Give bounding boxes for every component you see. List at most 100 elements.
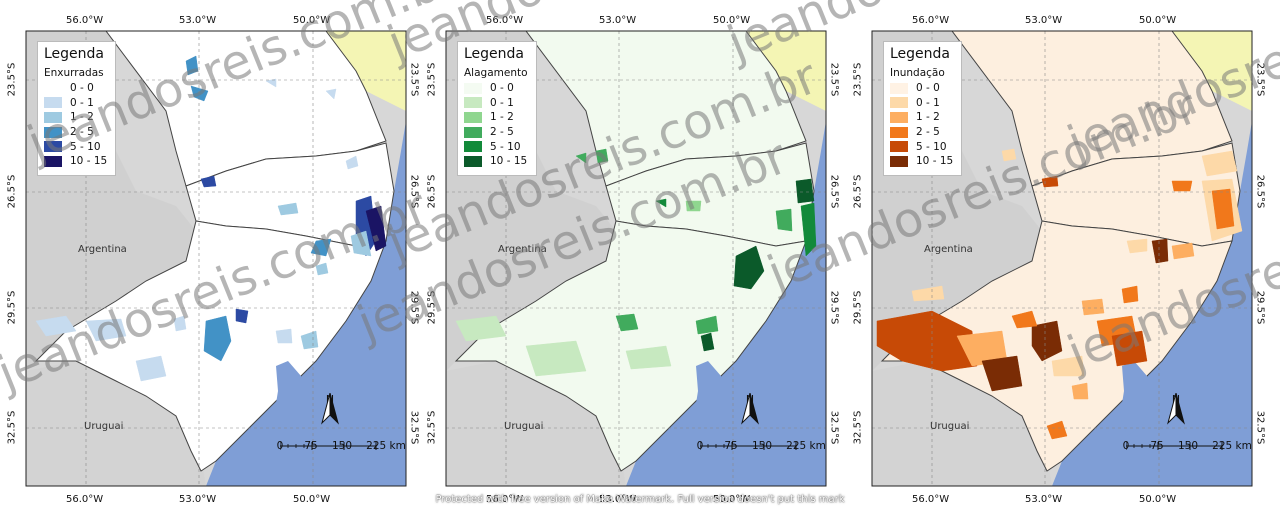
municipality [700, 332, 715, 352]
latitude-label: 23.5°S [408, 62, 420, 97]
legend-label: 2 - 5 [70, 126, 94, 139]
legend-swatch [44, 82, 62, 94]
municipality [235, 308, 249, 324]
lagoon [694, 361, 726, 436]
municipality [135, 355, 167, 382]
legend-swatch [44, 141, 62, 153]
latitude-label: 32.5°S [426, 410, 438, 445]
legend-entry: 2 - 5 [464, 125, 528, 140]
municipality [685, 200, 702, 212]
uruguay-land [446, 361, 626, 486]
longitude-label: 50.0°W [1139, 15, 1177, 26]
legend-label: 0 - 1 [916, 96, 940, 109]
legend-swatch [44, 126, 62, 138]
municipality [203, 315, 232, 362]
latitude-label: 29.5°S [852, 290, 864, 325]
legend-label: 5 - 10 [70, 140, 101, 153]
watermark-notice: Protected with free version of Make Wate… [435, 494, 845, 505]
municipality [85, 318, 127, 342]
longitude-label: 53.0°W [179, 15, 217, 26]
legend-entry: 0 - 1 [44, 96, 107, 111]
scale-bar: 075150225 km [697, 440, 826, 454]
legend-subtitle: Enxurradas [44, 67, 104, 79]
latitude-label: 26.5°S [852, 174, 864, 209]
legend-label: 1 - 2 [916, 111, 940, 124]
legend-label: 2 - 5 [490, 126, 514, 139]
country-label: Uruguai [84, 421, 124, 432]
latitude-label: 29.5°S [1254, 290, 1266, 325]
scale-bar: 075150225 km [277, 440, 406, 454]
municipality [325, 88, 337, 100]
latitude-label: 32.5°S [828, 410, 840, 445]
north-arrow-icon: N [1164, 393, 1188, 425]
legend-swatch [464, 155, 482, 167]
municipality [575, 152, 587, 164]
legend-swatch [464, 97, 482, 109]
legend-entry: 5 - 10 [890, 139, 953, 154]
country-label: Argentina [498, 244, 547, 255]
latitude-label: 32.5°S [852, 410, 864, 445]
latitude-label: 29.5°S [6, 290, 18, 325]
latitude-label: 29.5°S [426, 290, 438, 325]
municipality [275, 328, 293, 344]
legend-swatch [44, 111, 62, 123]
country-label: Uruguai [504, 421, 544, 432]
municipality [315, 262, 329, 276]
longitude-label: 56.0°W [486, 494, 524, 505]
lagoon [274, 361, 306, 436]
municipality [1211, 188, 1235, 230]
legend-title: Legenda [890, 46, 951, 62]
ocean [206, 121, 406, 486]
country-label: Argentina [78, 244, 127, 255]
municipality [525, 340, 587, 377]
north-state [952, 31, 1252, 111]
legend-label: 0 - 1 [70, 96, 94, 109]
longitude-label: 53.0°W [599, 15, 637, 26]
latitude-label: 23.5°S [6, 62, 18, 97]
municipality [981, 355, 1023, 392]
municipality [655, 198, 667, 208]
legend-label: 2 - 5 [916, 126, 940, 139]
latitude-label: 26.5°S [426, 174, 438, 209]
latitude-label: 26.5°S [1254, 174, 1266, 209]
municipality [185, 55, 199, 76]
latitude-label: 23.5°S [1254, 62, 1266, 97]
latitude-label: 32.5°S [1254, 410, 1266, 445]
map-frame [871, 30, 1253, 487]
legend-label: 1 - 2 [70, 111, 94, 124]
legend-label: 5 - 10 [916, 140, 947, 153]
longitude-label: 53.0°W [179, 494, 217, 505]
legend-entry: 2 - 5 [890, 125, 953, 140]
municipality [1201, 150, 1238, 177]
latitude-label: 26.5°S [828, 174, 840, 209]
legend-swatch [464, 82, 482, 94]
uruguay-land [872, 361, 1052, 486]
municipality [1081, 298, 1105, 316]
map-panel-alagamento: 56.0°W 56.0°W 53.0°W 53.0°W 50.0°W 50.0°W 23.5… [420, 0, 840, 518]
municipality [1046, 420, 1068, 440]
legend-entry: 10 - 15 [464, 154, 528, 169]
uruguay-land [26, 361, 206, 486]
latitude-label: 26.5°S [6, 174, 18, 209]
municipality [1071, 382, 1089, 400]
legend-entry: 10 - 15 [44, 154, 107, 169]
legend-entry: 1 - 2 [464, 110, 528, 125]
longitude-label: 50.0°W [1139, 494, 1177, 505]
legend-entry: 1 - 2 [44, 110, 107, 125]
municipality [1041, 175, 1059, 188]
municipality [200, 175, 217, 188]
municipality [1121, 285, 1139, 304]
north-state [106, 31, 406, 111]
legend-swatch [44, 97, 62, 109]
legend-entry: 0 - 1 [890, 96, 953, 111]
municipality [625, 345, 672, 370]
municipality [595, 148, 609, 164]
municipality [35, 315, 77, 337]
north-arrow-icon: N [318, 393, 342, 425]
latitude-label: 23.5°S [852, 62, 864, 97]
map-frame [445, 30, 827, 487]
municipality [1111, 330, 1148, 367]
municipality [876, 310, 978, 372]
